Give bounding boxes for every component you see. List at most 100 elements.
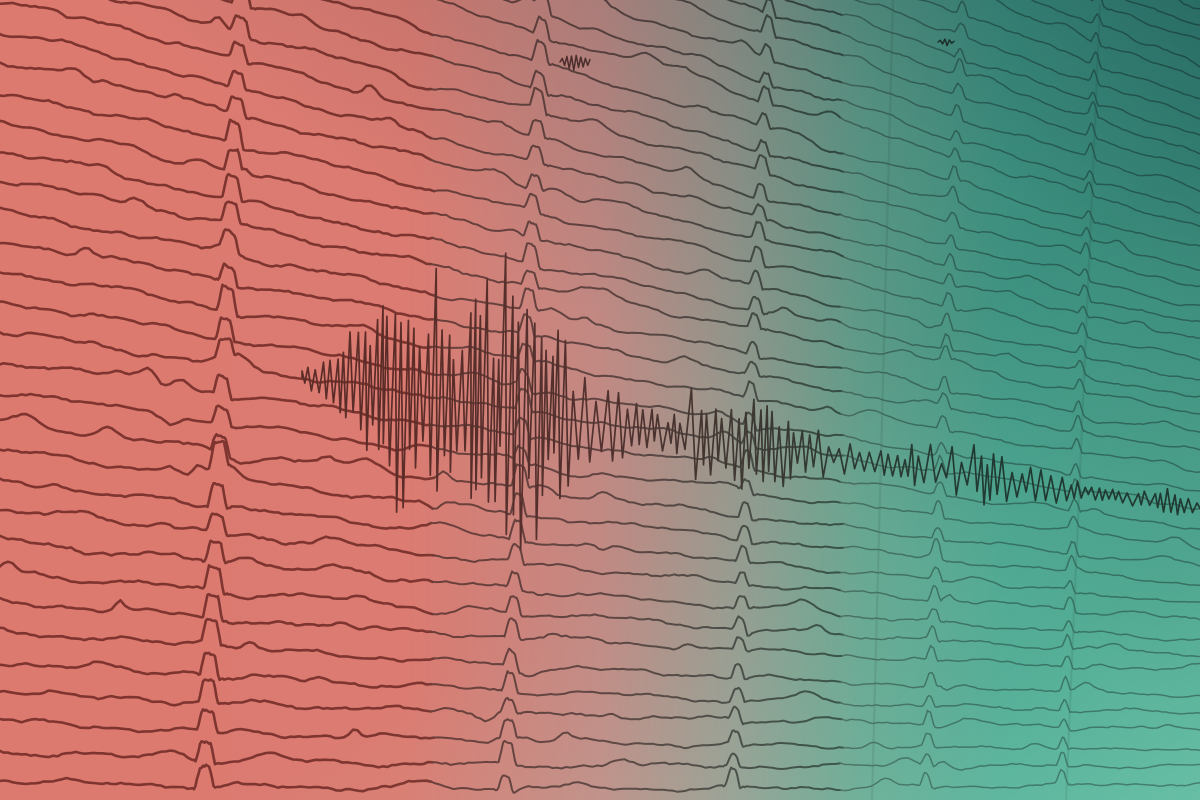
seismic-trace [839, 321, 1200, 398]
seismic-trace [839, 117, 1200, 228]
seismic-trace [1178, 0, 1200, 10]
seismic-trace [841, 390, 1200, 451]
seismic-trace [783, 0, 843, 16]
seismic-trace [0, 32, 433, 140]
seismic-trace [433, 718, 845, 750]
seismic-trace [842, 54, 1200, 170]
seismic-trace [0, 241, 434, 321]
micro-burst-mark [937, 38, 955, 47]
seismic-trace [839, 32, 1200, 155]
seismic-trace [839, 481, 1200, 530]
seismic-trace [0, 93, 436, 193]
seismic-trace [842, 152, 1200, 247]
seismic-trace [839, 584, 1200, 621]
seismic-trace [0, 1, 436, 111]
seismic-trace [842, 191, 1200, 288]
micro-burst-marks [559, 38, 955, 72]
seismic-trace [842, 434, 1200, 492]
seismic-trace [841, 13, 1200, 136]
seismic-trace [839, 213, 1200, 307]
seismic-trace [841, 99, 1200, 214]
seismic-trace [842, 522, 1200, 567]
seismic-trace [839, 768, 1200, 792]
seismic-trace [430, 766, 842, 794]
seismic-trace [430, 86, 845, 194]
drum-seam-line [1064, 3, 1102, 800]
seismic-trace [839, 409, 1200, 474]
seismic-trace [841, 81, 1200, 193]
seismic-trace [0, 617, 436, 663]
seismic-trace [431, 33, 845, 155]
seismic-trace [502, 0, 843, 102]
seismic-trace [0, 206, 436, 297]
seismic-trace [842, 171, 1200, 271]
micro-burst-mark [559, 54, 591, 72]
seismic-trace [430, 696, 843, 726]
seismic-trace [842, 732, 1200, 752]
seismic-trace [995, 0, 1200, 80]
seismic-trace [319, 0, 434, 37]
seismic-trace [674, 0, 845, 57]
seismic-trace [842, 255, 1200, 339]
earthquake-burst-trace [301, 252, 1200, 551]
seismic-trace [0, 708, 436, 740]
seismic-trace [839, 306, 1200, 381]
seismic-trace [0, 560, 434, 616]
seismic-trace [839, 237, 1200, 323]
seismic-trace [433, 387, 845, 457]
seismic-trace [0, 362, 433, 427]
seismic-trace [0, 180, 433, 266]
seismic-trace [220, 0, 434, 58]
seismic-trace [0, 651, 433, 689]
seismic-trace [431, 570, 842, 618]
seismic-trace [853, 0, 1200, 120]
seismic-trace [0, 439, 434, 510]
seismic-trace [0, 534, 434, 584]
seismic-trace [433, 189, 843, 280]
seismic-trace [0, 271, 433, 349]
seismic-trace [433, 108, 842, 216]
seismic-trace [436, 0, 842, 119]
seismic-trace [1090, 0, 1200, 41]
seismic-trace [430, 518, 842, 574]
seismic-trace [839, 608, 1200, 642]
seismic-trace [433, 543, 842, 592]
seismic-trace [1030, 0, 1200, 68]
seismic-trace [726, 0, 842, 35]
seismic-trace [0, 392, 433, 452]
seismic-trace [0, 61, 433, 162]
seismic-trace [0, 592, 433, 634]
seismic-trace [0, 678, 433, 713]
seismic-trace [841, 278, 1200, 361]
seismic-trace [839, 566, 1200, 603]
seismic-trace [431, 236, 842, 324]
seismic-trace [430, 670, 842, 704]
seismic-trace [842, 345, 1200, 415]
seismic-trace [431, 313, 843, 393]
seismic-trace [430, 617, 843, 658]
seismic-trace [603, 0, 843, 84]
seismic-trace [841, 709, 1200, 732]
seismic-trace [430, 137, 842, 240]
seismic-trace [842, 625, 1200, 658]
seismic-trace [107, 0, 433, 91]
seismic-trace [839, 751, 1200, 771]
seismic-trace [1124, 0, 1200, 26]
seismic-trace [433, 287, 843, 369]
seismic-trace [430, 342, 842, 415]
earthquake-signal [301, 252, 1200, 551]
seismic-trace [841, 644, 1200, 671]
seismic-trace [842, 537, 1200, 587]
seismic-trace [433, 647, 842, 683]
seismic-trace [916, 0, 1200, 100]
seismic-trace [0, 477, 433, 530]
seismic-trace [430, 263, 845, 350]
drum-seam-lines [870, 0, 1102, 800]
seismic-trace [0, 151, 434, 241]
seismic-trace [431, 492, 845, 549]
seismic-trace [841, 367, 1200, 433]
seismic-trace [431, 739, 842, 770]
